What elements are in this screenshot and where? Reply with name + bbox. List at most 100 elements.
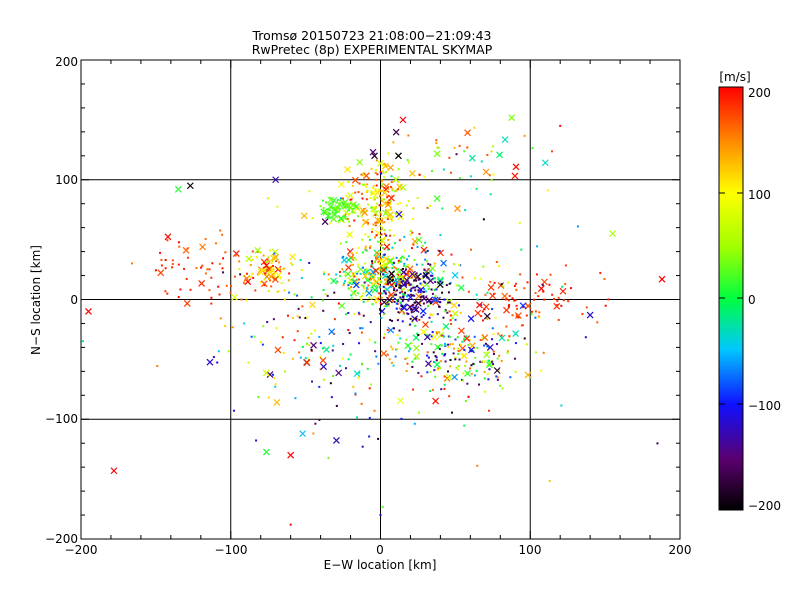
data-point — [375, 178, 378, 181]
data-point — [409, 233, 412, 236]
data-point — [330, 396, 333, 399]
data-point — [429, 313, 432, 316]
data-point-cross — [164, 233, 172, 241]
data-point — [294, 397, 297, 400]
data-point — [370, 207, 373, 210]
data-point — [396, 289, 399, 292]
data-point-cross — [345, 264, 352, 271]
data-point-cross — [344, 270, 352, 278]
data-point — [392, 294, 395, 297]
data-point — [424, 241, 427, 244]
data-point-cross — [324, 212, 332, 220]
data-point — [355, 252, 358, 255]
data-point-cross — [300, 212, 308, 220]
data-point — [377, 277, 380, 280]
data-point — [353, 219, 356, 222]
data-point — [397, 261, 400, 264]
data-point — [426, 276, 429, 279]
data-point — [177, 263, 180, 266]
data-point — [453, 146, 456, 149]
data-point — [373, 196, 376, 199]
data-point — [164, 259, 167, 262]
data-point — [154, 269, 157, 272]
data-point — [525, 314, 528, 317]
data-point — [420, 291, 423, 294]
data-point-cross — [245, 255, 253, 263]
data-point — [409, 323, 412, 326]
data-point — [448, 282, 451, 285]
data-point — [81, 340, 84, 343]
data-point — [341, 268, 344, 271]
data-point — [514, 370, 517, 373]
data-point — [401, 300, 404, 303]
data-point — [438, 249, 441, 252]
data-point — [231, 326, 234, 329]
data-point — [380, 275, 383, 278]
data-point — [271, 260, 274, 263]
data-point — [457, 349, 460, 352]
data-point — [403, 264, 406, 267]
data-point — [312, 432, 315, 435]
data-point — [280, 282, 283, 285]
data-point-cross — [399, 116, 407, 124]
data-point — [171, 263, 174, 266]
data-point — [334, 211, 337, 214]
data-point — [364, 268, 367, 271]
data-point — [339, 242, 342, 245]
data-point — [429, 263, 432, 266]
data-point — [468, 338, 471, 341]
colorbar-tick-label-m200: −200 — [748, 499, 781, 513]
data-point — [497, 369, 500, 372]
data-point-cross — [337, 180, 345, 188]
data-point — [171, 259, 174, 262]
data-point — [362, 285, 365, 288]
data-point — [444, 310, 447, 313]
data-point — [490, 150, 493, 153]
data-point — [344, 213, 347, 216]
data-point — [374, 169, 377, 172]
data-point — [377, 256, 380, 259]
data-point — [347, 358, 350, 361]
data-point — [410, 247, 413, 250]
data-point-cross — [436, 281, 444, 289]
data-point — [401, 320, 404, 323]
data-point — [468, 349, 471, 352]
data-point — [564, 264, 567, 267]
data-point — [457, 364, 460, 367]
data-point — [520, 248, 523, 251]
data-point-cross — [386, 275, 394, 283]
data-point — [368, 246, 371, 249]
data-point — [288, 272, 291, 275]
data-point — [262, 325, 265, 328]
data-point — [548, 283, 551, 286]
data-point — [430, 288, 433, 291]
data-point-cross — [263, 448, 270, 456]
data-point — [416, 332, 419, 335]
data-point — [361, 173, 364, 176]
data-point — [159, 251, 162, 254]
data-point-cross — [262, 369, 270, 377]
data-point-cross — [376, 217, 384, 225]
data-point — [354, 393, 357, 396]
data-point-cross — [386, 296, 393, 304]
data-point — [423, 268, 426, 271]
data-point — [390, 361, 393, 364]
data-point — [384, 191, 387, 194]
data-point — [276, 290, 279, 293]
data-point-cross — [174, 185, 182, 193]
data-point — [392, 364, 395, 367]
data-point — [540, 369, 543, 372]
data-point — [380, 316, 383, 319]
data-point — [498, 264, 501, 267]
data-point — [200, 266, 203, 269]
grid-lines — [81, 60, 680, 539]
data-point — [447, 301, 450, 304]
data-point — [183, 267, 186, 270]
data-point — [380, 190, 383, 193]
data-point — [210, 276, 213, 279]
data-point — [256, 273, 259, 276]
data-point — [276, 205, 279, 208]
data-point — [383, 229, 386, 232]
data-point-cross — [508, 114, 516, 122]
data-point — [385, 268, 388, 271]
